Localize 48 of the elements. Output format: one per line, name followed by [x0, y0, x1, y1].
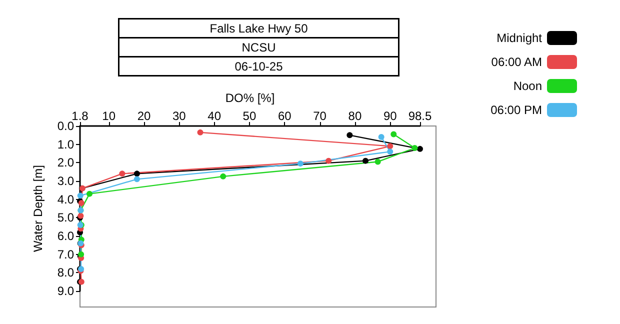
point [134, 176, 140, 182]
x-tick-label: 20 [137, 109, 151, 123]
chart-title: Falls Lake Hwy 50 [210, 21, 308, 36]
y-tick-label: 9.0 [57, 284, 74, 298]
y-tick-label: 8.0 [57, 266, 74, 280]
x-tick-label: 40 [208, 109, 222, 123]
point [346, 132, 353, 138]
x-tick-label: 10 [102, 109, 116, 123]
point [390, 131, 397, 138]
point [412, 145, 418, 151]
y-tick-label: 3.0 [57, 174, 74, 188]
point [197, 129, 204, 136]
y-tick-label: 0.0 [57, 119, 74, 133]
y-tick-label: 6.0 [57, 229, 74, 243]
legend-label: 06:00 AM [491, 55, 542, 69]
y-tick-label: 4.0 [57, 192, 74, 206]
point [297, 160, 304, 167]
legend-label: 06:00 PM [490, 103, 542, 117]
x-tick-label: 60 [278, 109, 292, 123]
point [378, 134, 384, 140]
text: 06-10-25 [234, 59, 284, 74]
point [326, 158, 332, 164]
chart-subtitle: NCSU [242, 40, 276, 54]
y-tick-label: 5.0 [57, 210, 74, 225]
point [387, 148, 394, 155]
point [86, 190, 92, 197]
point [362, 158, 368, 164]
x-tick-label: 1.8 [72, 109, 89, 123]
legend-label: Noon [513, 79, 542, 93]
y-tick-label: 1.0 [57, 137, 74, 152]
point [119, 170, 126, 177]
x-tick-label: 80 [348, 109, 362, 123]
x-tick-label: 90 [383, 109, 398, 123]
x-axis-title: DO% [%] [225, 91, 275, 105]
point [220, 173, 226, 180]
point [77, 192, 84, 199]
legend-label: Midnight [496, 31, 543, 45]
x-tick-label: 70 [313, 109, 327, 123]
x-tick-label: 50 [242, 109, 256, 123]
y-tick-label: 2.0 [57, 156, 74, 170]
x-tick-label: 30 [172, 109, 186, 123]
point [374, 158, 381, 165]
point [387, 143, 394, 150]
x-tick-label: 98.5 [408, 109, 432, 123]
y-axis-title: Water Depth [m] [31, 165, 45, 252]
point [417, 146, 423, 152]
point [134, 170, 140, 177]
y-tick-label: 7.0 [57, 247, 74, 262]
